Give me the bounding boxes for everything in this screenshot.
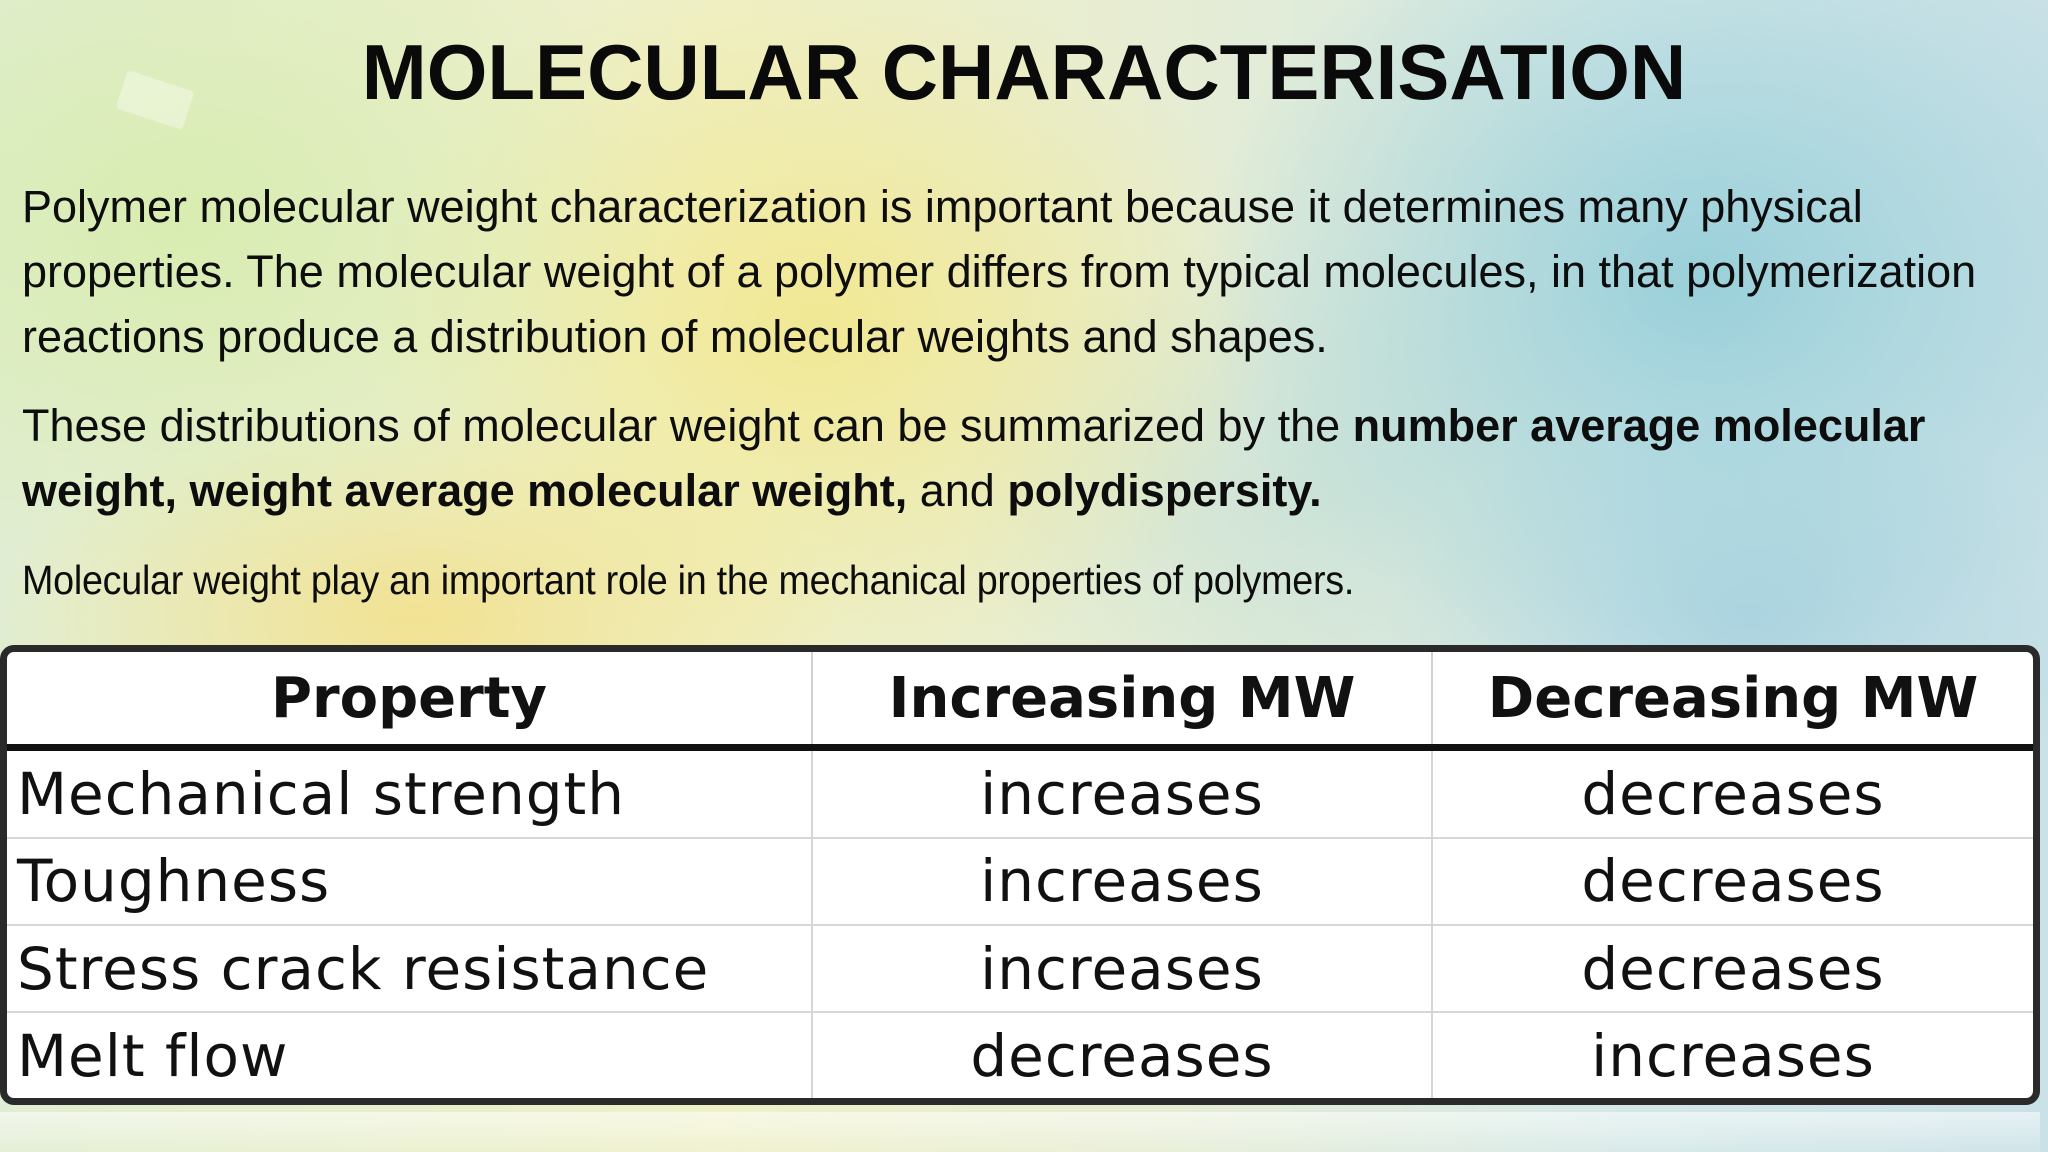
cell-decreasing: increases	[1432, 1011, 2033, 1098]
table-row: Melt flow decreases increases	[7, 1011, 2033, 1098]
paragraph-distributions-text-2: and	[907, 465, 1008, 516]
paragraph-mechanical: Molecular weight play an important role …	[22, 557, 1355, 603]
paragraph-intro: Polymer molecular weight characterizatio…	[22, 181, 1977, 362]
cell-increasing: decreases	[812, 1011, 1433, 1098]
cell-property: Melt flow	[7, 1011, 813, 1098]
table-header-row: Property Increasing MW Decreasing MW	[7, 652, 2033, 751]
paragraph-distributions-bold-1: number average molecular weight, weight …	[22, 400, 1926, 516]
cell-increasing: increases	[812, 923, 1433, 1013]
header-decreasing-mw: Decreasing MW	[1432, 652, 2033, 751]
table-reflection	[0, 1112, 2040, 1152]
cell-property: Mechanical strength	[7, 746, 813, 838]
table-row: Toughness increases decreases	[7, 836, 2033, 925]
header-property: Property	[7, 652, 813, 751]
header-increasing-mw: Increasing MW	[812, 652, 1433, 751]
slide-title: MOLECULAR CHARACTERISATION	[361, 28, 1687, 116]
cell-increasing: increases	[812, 836, 1433, 925]
paragraph-distributions-bold-2: polydispersity.	[1007, 465, 1322, 516]
properties-table-grid: Property Increasing MW Decreasing MW Mec…	[7, 652, 2033, 1098]
cell-decreasing: decreases	[1432, 746, 2033, 838]
cell-property: Stress crack resistance	[7, 923, 813, 1013]
cell-decreasing: decreases	[1432, 836, 2033, 925]
cell-increasing: increases	[812, 746, 1433, 838]
properties-table: Property Increasing MW Decreasing MW Mec…	[0, 645, 2040, 1105]
paragraph-distributions: These distributions of molecular weight …	[22, 393, 2032, 523]
paragraph-distributions-text-1: These distributions of molecular weight …	[22, 400, 1353, 451]
table-row: Mechanical strength increases decreases	[7, 746, 2033, 838]
table-row: Stress crack resistance increases decrea…	[7, 923, 2033, 1013]
cell-decreasing: decreases	[1432, 923, 2033, 1013]
cell-property: Toughness	[7, 836, 813, 925]
